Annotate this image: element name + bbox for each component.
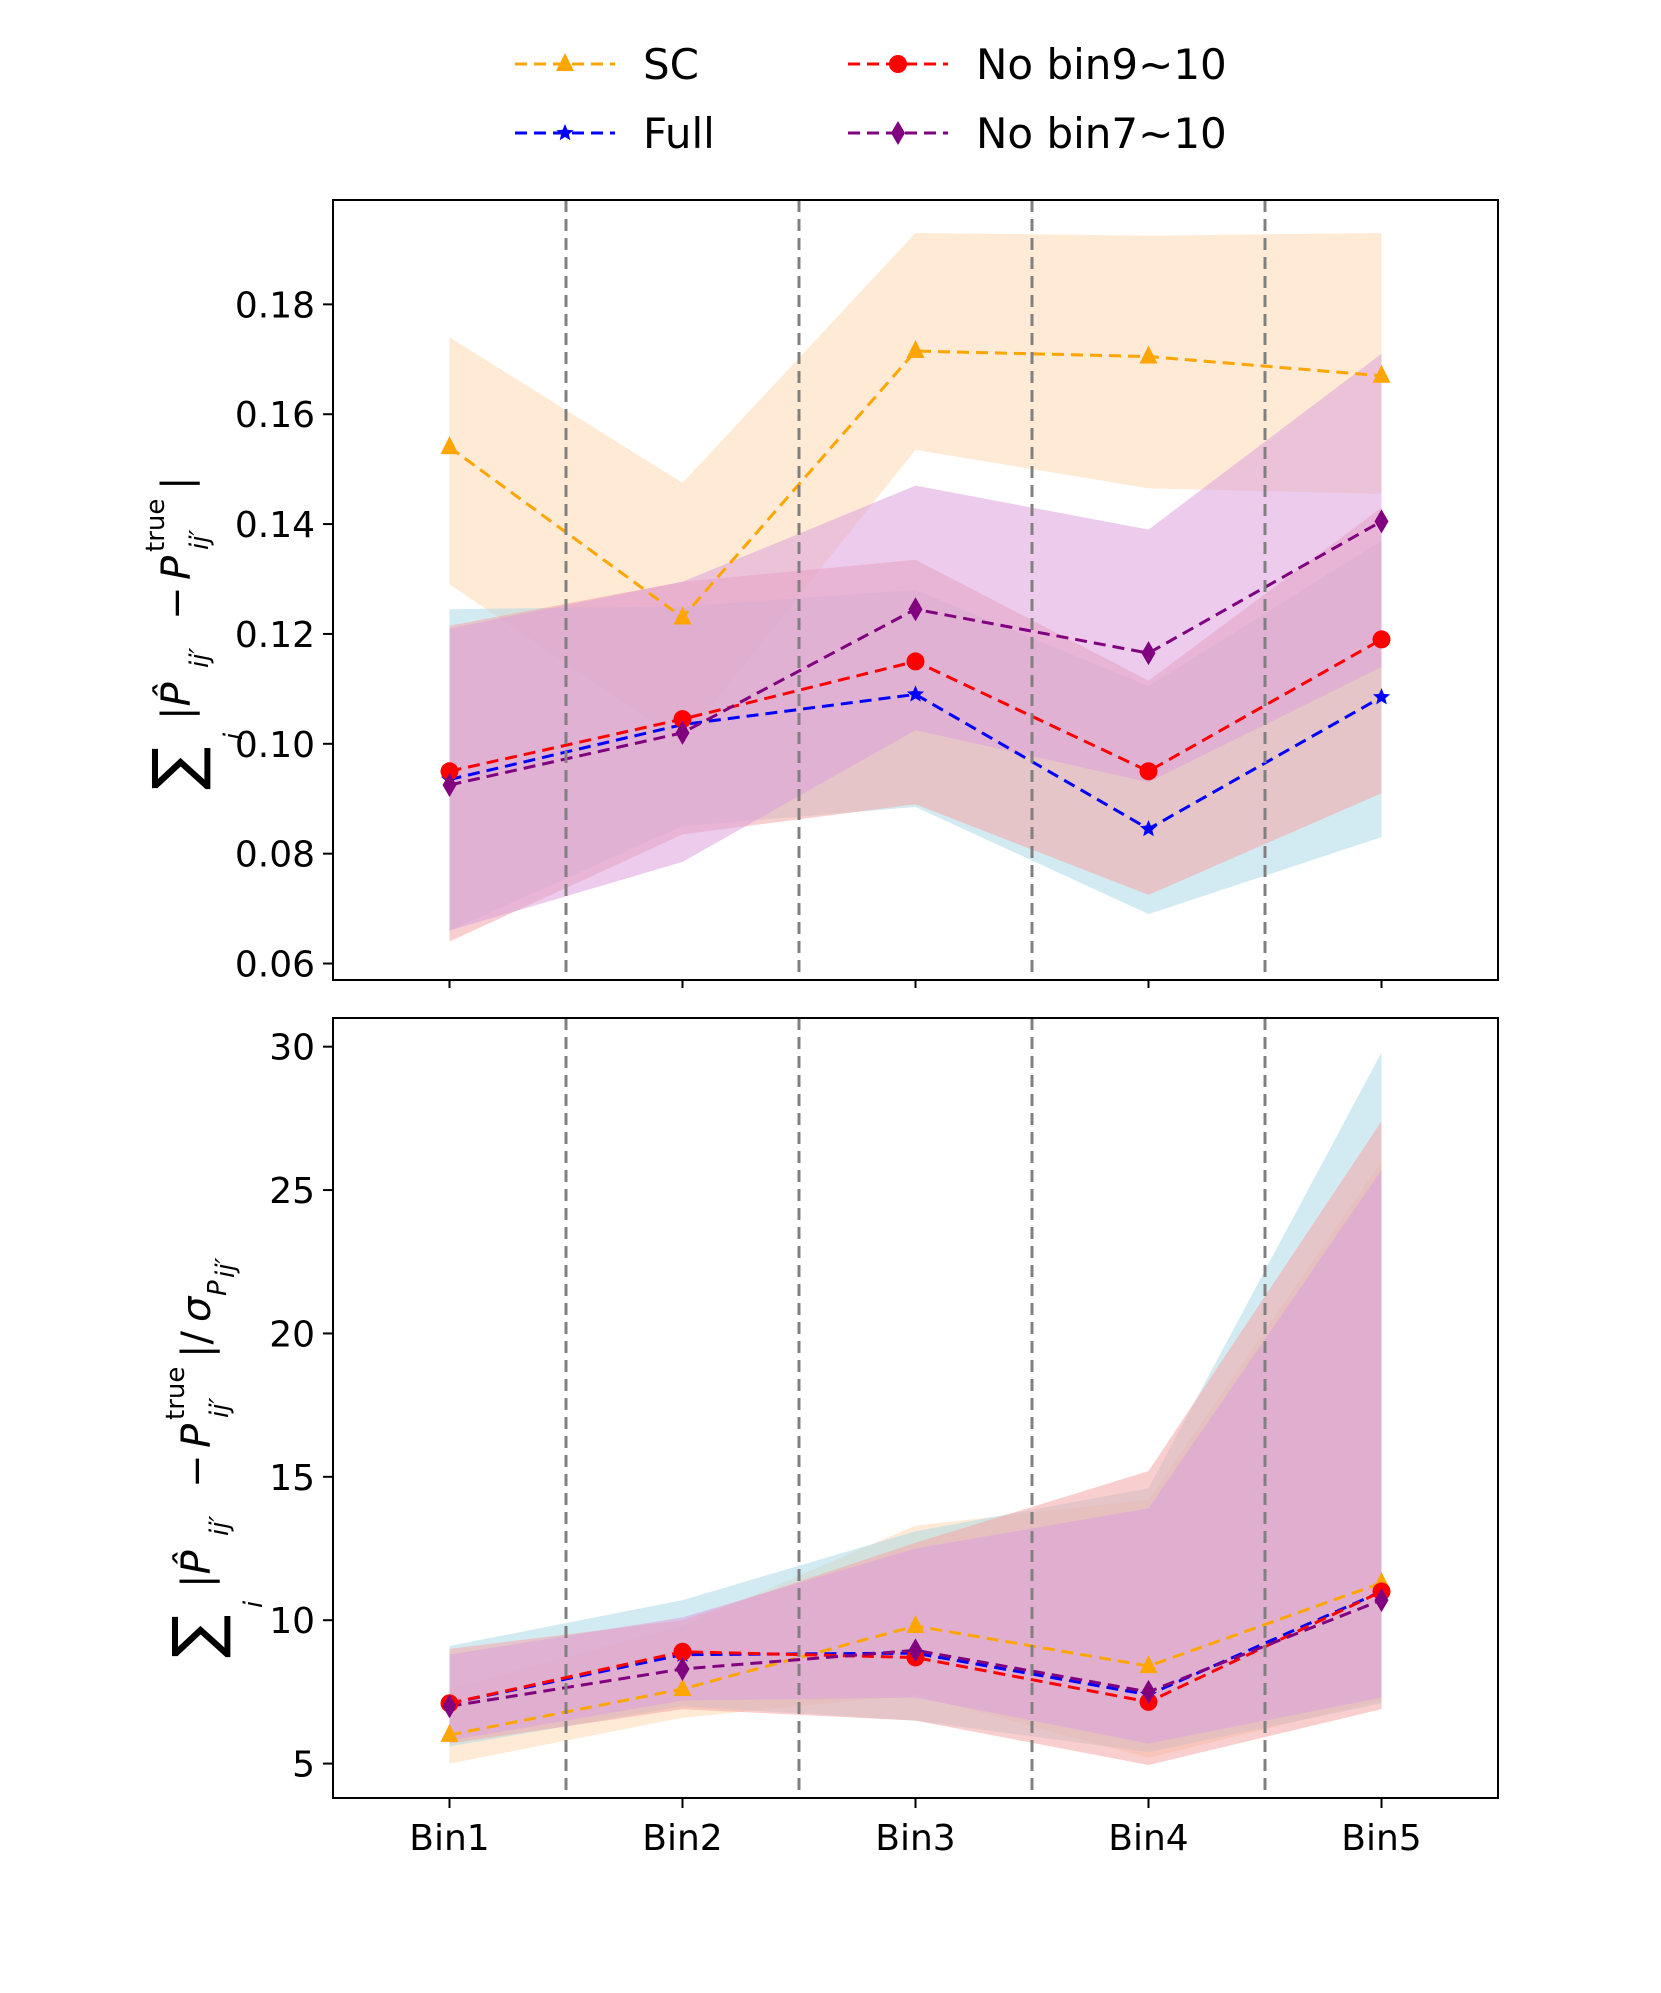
legend-label-full: Full <box>643 109 715 158</box>
svg-text:ij′: ij′ <box>185 530 215 550</box>
svg-text:|P̂: |P̂ <box>152 682 200 720</box>
bot-xtick-label-bin3: Bin3 <box>875 1818 955 1859</box>
top-plot-frame <box>332 199 1499 981</box>
bot-xtick-label-bin1: Bin1 <box>409 1818 489 1859</box>
bot-line-full <box>449 1590 1383 1705</box>
top-markers <box>440 340 1391 837</box>
bottom-y-axis-label: ∑ i |P̂ ij′ − P ij′ true |/ σ P ij′ <box>160 1258 269 1658</box>
top-marker-no-bin9-10-3 <box>906 652 925 671</box>
top-ytick-label-0-18: 0.18 <box>235 285 315 326</box>
bot-xtick-label-bin5: Bin5 <box>1341 1818 1421 1859</box>
legend-label-no-bin7-10: No bin7~10 <box>976 109 1227 158</box>
svg-text:true: true <box>141 499 171 552</box>
top-marker-no-bin9-10-2 <box>673 710 692 729</box>
bottom-dividers <box>564 1018 1267 1798</box>
top-marker-no-bin7-10-1 <box>442 773 457 797</box>
svg-text:−: − <box>154 586 200 620</box>
top-marker-sc-5 <box>1372 364 1391 383</box>
bot-ytick-label-15: 15 <box>269 1458 315 1499</box>
top-band-no-bin7-10 <box>449 353 1382 931</box>
svg-text:ij′: ij′ <box>211 1258 241 1278</box>
bot-marker-sc-1 <box>440 1723 459 1742</box>
bot-xtick-label-bin2: Bin2 <box>642 1818 722 1859</box>
svg-text:ij′: ij′ <box>205 1398 235 1418</box>
top-line-sc <box>448 349 1382 620</box>
legend: SC No bin9~10 Full No bin7~10 <box>515 40 1227 158</box>
top-bands <box>449 232 1382 942</box>
top-marker-sc-1 <box>440 436 459 455</box>
top-panel: 0.06 0.08 0.10 0.12 0.14 0.16 0.18 ∑ i |P̂ ij′… <box>140 199 1499 988</box>
bot-ytick-label-5: 5 <box>292 1745 315 1786</box>
legend-label-sc: SC <box>643 40 699 89</box>
bottom-plot-frame <box>332 1017 1499 1799</box>
bot-xtick-label-bin4: Bin4 <box>1108 1818 1188 1859</box>
bot-ytick-label-30: 30 <box>269 1028 315 1069</box>
top-marker-full-5 <box>1372 688 1391 705</box>
bot-ytick-label-10: 10 <box>269 1601 315 1642</box>
bot-marker-no-bin7-10-1 <box>442 1694 457 1719</box>
top-ytick-label-0-06: 0.06 <box>235 945 315 986</box>
top-dividers <box>564 200 1267 980</box>
bot-band-no-bin7-10 <box>449 1169 1382 1744</box>
svg-text:σ: σ <box>174 1295 220 1322</box>
svg-text:P: P <box>203 1280 233 1296</box>
bottom-markers <box>440 1571 1391 1742</box>
legend-marker-full <box>556 124 574 141</box>
bot-marker-no-bin9-10-2 <box>673 1642 692 1661</box>
top-marker-full-4 <box>1139 819 1158 837</box>
top-marker-no-bin7-10-2 <box>675 720 690 745</box>
legend-marker-sc <box>556 53 574 71</box>
top-y-ticks: 0.06 0.08 0.10 0.12 0.14 0.16 0.18 <box>235 285 1383 988</box>
bot-line-no-bin7-10 <box>449 1598 1383 1708</box>
legend-marker-no-bin7-10 <box>891 121 905 145</box>
top-marker-no-bin9-10-1 <box>440 762 459 781</box>
top-marker-no-bin9-10-4 <box>1139 762 1158 781</box>
svg-text:i: i <box>219 732 249 740</box>
bot-marker-no-bin7-10-2 <box>675 1656 690 1681</box>
svg-text:−: − <box>174 1454 220 1488</box>
legend-label-no-bin9-10: No bin9~10 <box>976 40 1227 89</box>
svg-text:ij′: ij′ <box>185 648 215 668</box>
top-marker-sc-4 <box>1139 345 1158 364</box>
top-ytick-label-0-10: 0.10 <box>235 725 315 766</box>
bot-marker-no-bin7-10-4 <box>1141 1679 1156 1704</box>
top-y-axis-label: ∑ i |P̂ ij′ − P ij′ true | <box>140 477 249 790</box>
top-marker-no-bin7-10-3 <box>908 597 923 622</box>
bot-marker-no-bin7-10-5 <box>1374 1588 1389 1613</box>
top-marker-no-bin7-10-5 <box>1374 509 1389 534</box>
legend-marker-no-bin9-10 <box>889 55 907 73</box>
top-marker-sc-3 <box>906 340 925 359</box>
top-marker-no-bin9-10-5 <box>1372 630 1391 649</box>
bottom-panel: 5 10 15 20 25 30 Bin1 Bin2 Bin3 Bin4 Bin5 ∑ i |P̂… <box>160 1017 1499 1859</box>
svg-text:true: true <box>161 1367 191 1420</box>
top-ytick-label-0-16: 0.16 <box>235 395 315 436</box>
bot-ytick-label-20: 20 <box>269 1314 315 1355</box>
top-line-full <box>449 692 1383 831</box>
svg-text:|: | <box>154 477 200 490</box>
bottom-y-ticks: 5 10 15 20 25 30 <box>269 1028 333 1786</box>
svg-text:∑: ∑ <box>140 747 214 790</box>
bottom-x-ticks: Bin1 Bin2 Bin3 Bin4 Bin5 <box>409 1798 1422 1859</box>
svg-text:|P̂: |P̂ <box>172 1550 220 1588</box>
top-ytick-label-0-12: 0.12 <box>235 615 315 656</box>
top-marker-sc-2 <box>673 606 692 625</box>
bot-marker-no-bin7-10-3 <box>908 1638 923 1663</box>
svg-text:ij′: ij′ <box>205 1516 235 1536</box>
top-marker-full-3 <box>906 685 925 702</box>
svg-text:P: P <box>174 1423 220 1448</box>
top-marker-no-bin7-10-4 <box>1141 641 1156 666</box>
bottom-bands <box>449 1052 1382 1766</box>
bot-marker-sc-2 <box>673 1678 692 1697</box>
svg-text:|/: |/ <box>174 1331 220 1358</box>
svg-text:∑: ∑ <box>160 1615 234 1658</box>
top-ytick-label-0-14: 0.14 <box>235 505 315 546</box>
svg-text:P: P <box>154 555 200 580</box>
bot-ytick-label-25: 25 <box>269 1171 315 1212</box>
bot-marker-sc-3 <box>906 1614 925 1633</box>
top-ytick-label-0-08: 0.08 <box>235 835 315 876</box>
bot-line-no-bin9-10 <box>449 1590 1383 1705</box>
bot-marker-sc-4 <box>1139 1655 1158 1674</box>
svg-text:i: i <box>239 1600 269 1608</box>
